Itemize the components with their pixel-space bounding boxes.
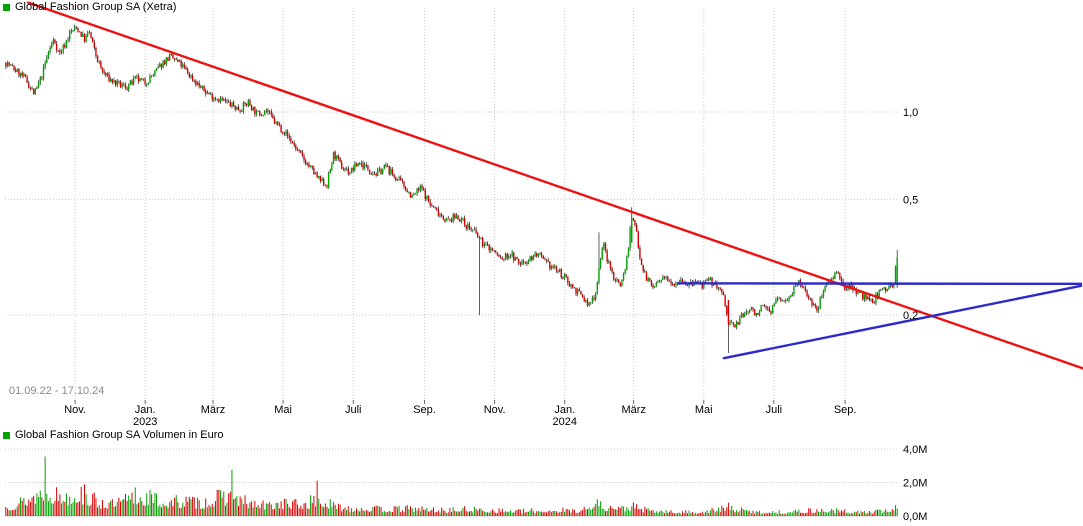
downtrend-resistance-line: [27, 1, 1083, 370]
axis-label: Sep.: [413, 404, 436, 416]
candlesticks: [5, 24, 898, 353]
axis-label: Juli: [766, 404, 783, 416]
axis-label: 0,2: [903, 310, 918, 322]
axis-label: Jan.: [554, 404, 575, 416]
axis-label: Mai: [695, 404, 713, 416]
axis-label: Juli: [345, 404, 362, 416]
volume-bars-down: [5, 480, 893, 516]
axis-label: 0,5: [903, 194, 918, 206]
volume-chart-legend: Global Fashion Group SA Volumen in Euro: [3, 430, 224, 441]
axis-label: Mai: [274, 404, 292, 416]
axis-label: Sep.: [834, 404, 857, 416]
axis-label: Jan.: [135, 404, 156, 416]
axis-label: Nov.: [64, 404, 86, 416]
volume-bars: [5, 456, 898, 516]
date-range-label: 01.09.22 - 17.10.24: [9, 385, 105, 397]
trendlines: [27, 1, 1083, 370]
volume-legend-label: Global Fashion Group SA Volumen in Euro: [15, 429, 224, 441]
candle-bodies-down: [5, 27, 893, 328]
volume-legend-swatch-icon: [3, 432, 10, 439]
candle-wicks: [5, 24, 898, 353]
axis-label: Nov.: [484, 404, 506, 416]
price-legend-swatch-icon: [3, 4, 10, 11]
rising-support-line: [722, 284, 1083, 360]
axis-label: 2023: [133, 416, 157, 428]
axis-label: 4,0M: [903, 444, 927, 456]
axis-label: 1,0: [903, 107, 918, 119]
candle-bodies-up: [6, 27, 898, 328]
axis-labels: 1,0 0,5 0,2 Nov. Jan. März Mai Juli Sep. Nov. Jan.…: [64, 107, 927, 523]
axis-label: März: [621, 404, 645, 416]
volume-bars-up: [6, 456, 898, 516]
axis-label: März: [201, 404, 225, 416]
axis-label: 0,0M: [903, 511, 927, 523]
price-chart-legend: Global Fashion Group SA (Xetra): [3, 2, 176, 13]
axis-label: 2024: [552, 416, 576, 428]
axis-label: 2,0M: [903, 478, 927, 490]
price-legend-label: Global Fashion Group SA (Xetra): [15, 1, 177, 13]
